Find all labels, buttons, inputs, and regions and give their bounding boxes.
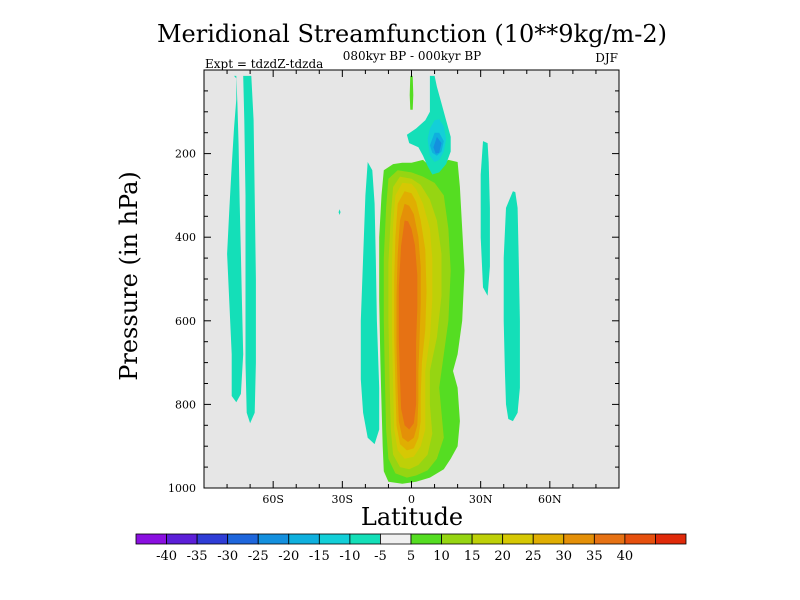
colorbar-swatch bbox=[593, 533, 626, 545]
chart-title: Meridional Streamfunction (10**9kg/m-2) bbox=[157, 20, 667, 48]
x-axis-label: Latitude bbox=[361, 503, 463, 531]
chart-subtitle: 080kyr BP - 000kyr BP bbox=[343, 49, 481, 63]
colorbar-label: 20 bbox=[494, 549, 511, 564]
colorbar-label: 5 bbox=[407, 549, 415, 564]
colorbar-label: -20 bbox=[278, 549, 299, 564]
contour-nh-40n-cell bbox=[503, 191, 520, 422]
colorbar-label: -15 bbox=[309, 549, 330, 564]
x-tick-label: 60S bbox=[262, 493, 284, 506]
contour-nh-30n-cell bbox=[480, 141, 490, 296]
contour-speck-35s bbox=[338, 209, 341, 215]
colorbar-swatch bbox=[135, 533, 167, 545]
contour-nh-upper-cell-neg25 bbox=[433, 136, 442, 154]
colorbar-label: -35 bbox=[187, 549, 208, 564]
colorbar-swatch bbox=[349, 533, 381, 545]
colorbar-swatch bbox=[380, 533, 412, 545]
y-tick-label: 600 bbox=[175, 315, 196, 328]
colorbar-label: 10 bbox=[433, 549, 450, 564]
contour-top-green-sliver bbox=[409, 75, 414, 110]
y-tick-label: 1000 bbox=[168, 482, 196, 495]
x-tick-label: 0 bbox=[408, 493, 415, 506]
colorbar-swatch bbox=[318, 533, 351, 545]
experiment-label: Expt = tdzdZ-tdzda bbox=[205, 57, 323, 71]
colorbar-swatch bbox=[288, 533, 320, 545]
plot-area: 60S 30S 0 30N 60N 200 400 600 800 1000 bbox=[168, 69, 620, 506]
colorbar-label: 35 bbox=[586, 549, 603, 564]
x-tick-label: 60N bbox=[538, 493, 562, 506]
contour-sh-subtropical-cell bbox=[360, 162, 380, 445]
colorbar-swatch bbox=[257, 533, 290, 545]
y-tick-label: 800 bbox=[175, 398, 196, 411]
colorbar-swatch bbox=[502, 533, 534, 545]
colorbar-label: -30 bbox=[217, 549, 238, 564]
y-axis-label: Pressure (in hPa) bbox=[115, 171, 143, 381]
colorbar-label: 30 bbox=[556, 549, 573, 564]
colorbar-swatch bbox=[166, 533, 198, 545]
contour-sh-60s-cell bbox=[243, 75, 256, 424]
colorbar-swatch bbox=[532, 533, 565, 545]
colorbar-label: -25 bbox=[248, 549, 269, 564]
contour-main-cell-35 bbox=[398, 220, 418, 430]
colorbar-swatch bbox=[655, 533, 687, 545]
y-tick-label: 400 bbox=[175, 231, 196, 244]
colorbar-label: -5 bbox=[374, 549, 387, 564]
colorbar-label: -10 bbox=[339, 549, 360, 564]
tick-layer: 60S 30S 0 30N 60N 200 400 600 800 1000 bbox=[168, 70, 619, 506]
colorbar-label: 25 bbox=[525, 549, 542, 564]
x-tick-label: 30S bbox=[332, 493, 354, 506]
colorbar-label: -40 bbox=[156, 549, 177, 564]
colorbar-label: 15 bbox=[464, 549, 481, 564]
colorbar: -40 -35 -30 -25 -20 -15 -10 -5 5 10 15 20 25 30 35 40 bbox=[135, 533, 687, 564]
colorbar-label: 40 bbox=[617, 549, 634, 564]
colorbar-swatch bbox=[441, 533, 473, 545]
contour-layer bbox=[227, 75, 520, 484]
plot-frame bbox=[203, 69, 620, 489]
colorbar-swatch bbox=[196, 533, 229, 545]
colorbar-swatch bbox=[624, 533, 656, 545]
x-tick-label: 30N bbox=[469, 493, 493, 506]
colorbar-swatch bbox=[471, 533, 504, 545]
contour-sh-high-lat-cell bbox=[227, 75, 244, 403]
colorbar-swatch bbox=[410, 533, 442, 545]
colorbar-swatch bbox=[563, 533, 595, 545]
colorbar-swatch bbox=[227, 533, 259, 545]
y-tick-label: 200 bbox=[175, 148, 196, 161]
season-label: DJF bbox=[595, 51, 618, 65]
